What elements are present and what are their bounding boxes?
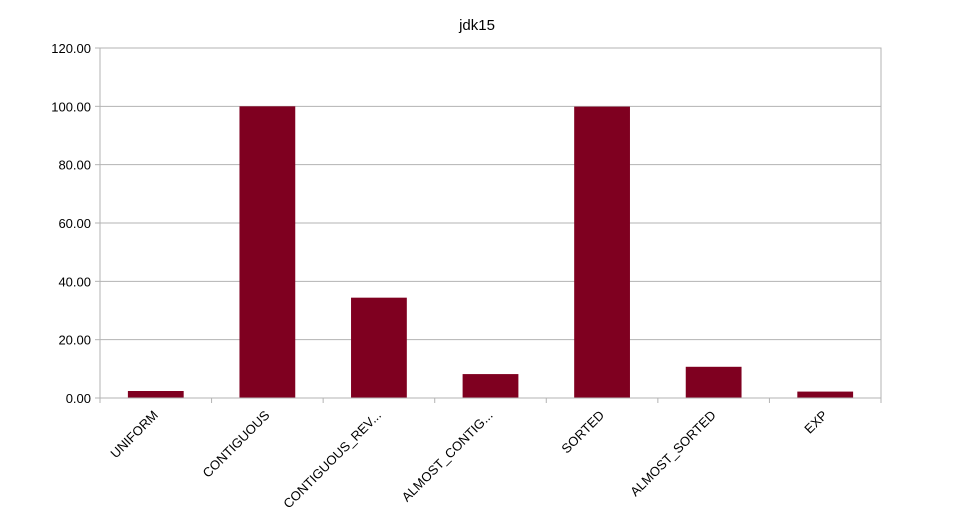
- bar: [574, 106, 630, 398]
- bar: [797, 391, 854, 398]
- y-tick-label: 0.00: [66, 391, 91, 406]
- bar: [239, 106, 296, 398]
- x-tick-label: EXP: [801, 408, 830, 437]
- axes: [99, 47, 882, 403]
- bars: [127, 106, 854, 398]
- x-tick-label: CONTIGUOUS_REV...: [280, 408, 384, 512]
- bar: [351, 297, 407, 398]
- x-tick-label: SORTED: [558, 408, 607, 457]
- y-tick-label: 80.00: [58, 158, 91, 173]
- x-tick-label: CONTIGUOUS: [200, 407, 273, 480]
- y-tick-label: 60.00: [58, 216, 91, 231]
- x-tick-label: UNIFORM: [107, 408, 161, 462]
- y-tick-label: 20.00: [58, 333, 91, 348]
- x-tick-label: ALMOST_CONTIG...: [399, 408, 496, 505]
- bar: [685, 366, 742, 398]
- plot-frame: [99, 47, 882, 399]
- y-tick-labels: 0.00 20.00 40.00 60.00 80.00 100.00 120.00: [51, 41, 91, 406]
- bar: [462, 374, 519, 398]
- y-tick-label: 40.00: [58, 274, 91, 289]
- x-tick-labels: UNIFORM CONTIGUOUS CONTIGUOUS_REV... ALMOST…: [107, 407, 830, 511]
- y-tick-label: 120.00: [51, 41, 91, 56]
- grid-lines: [95, 47, 881, 399]
- x-tick-label: ALMOST_SORTED: [627, 408, 719, 500]
- chart-title: jdk15: [458, 17, 495, 34]
- y-tick-label: 100.00: [51, 99, 91, 114]
- bar: [127, 391, 184, 398]
